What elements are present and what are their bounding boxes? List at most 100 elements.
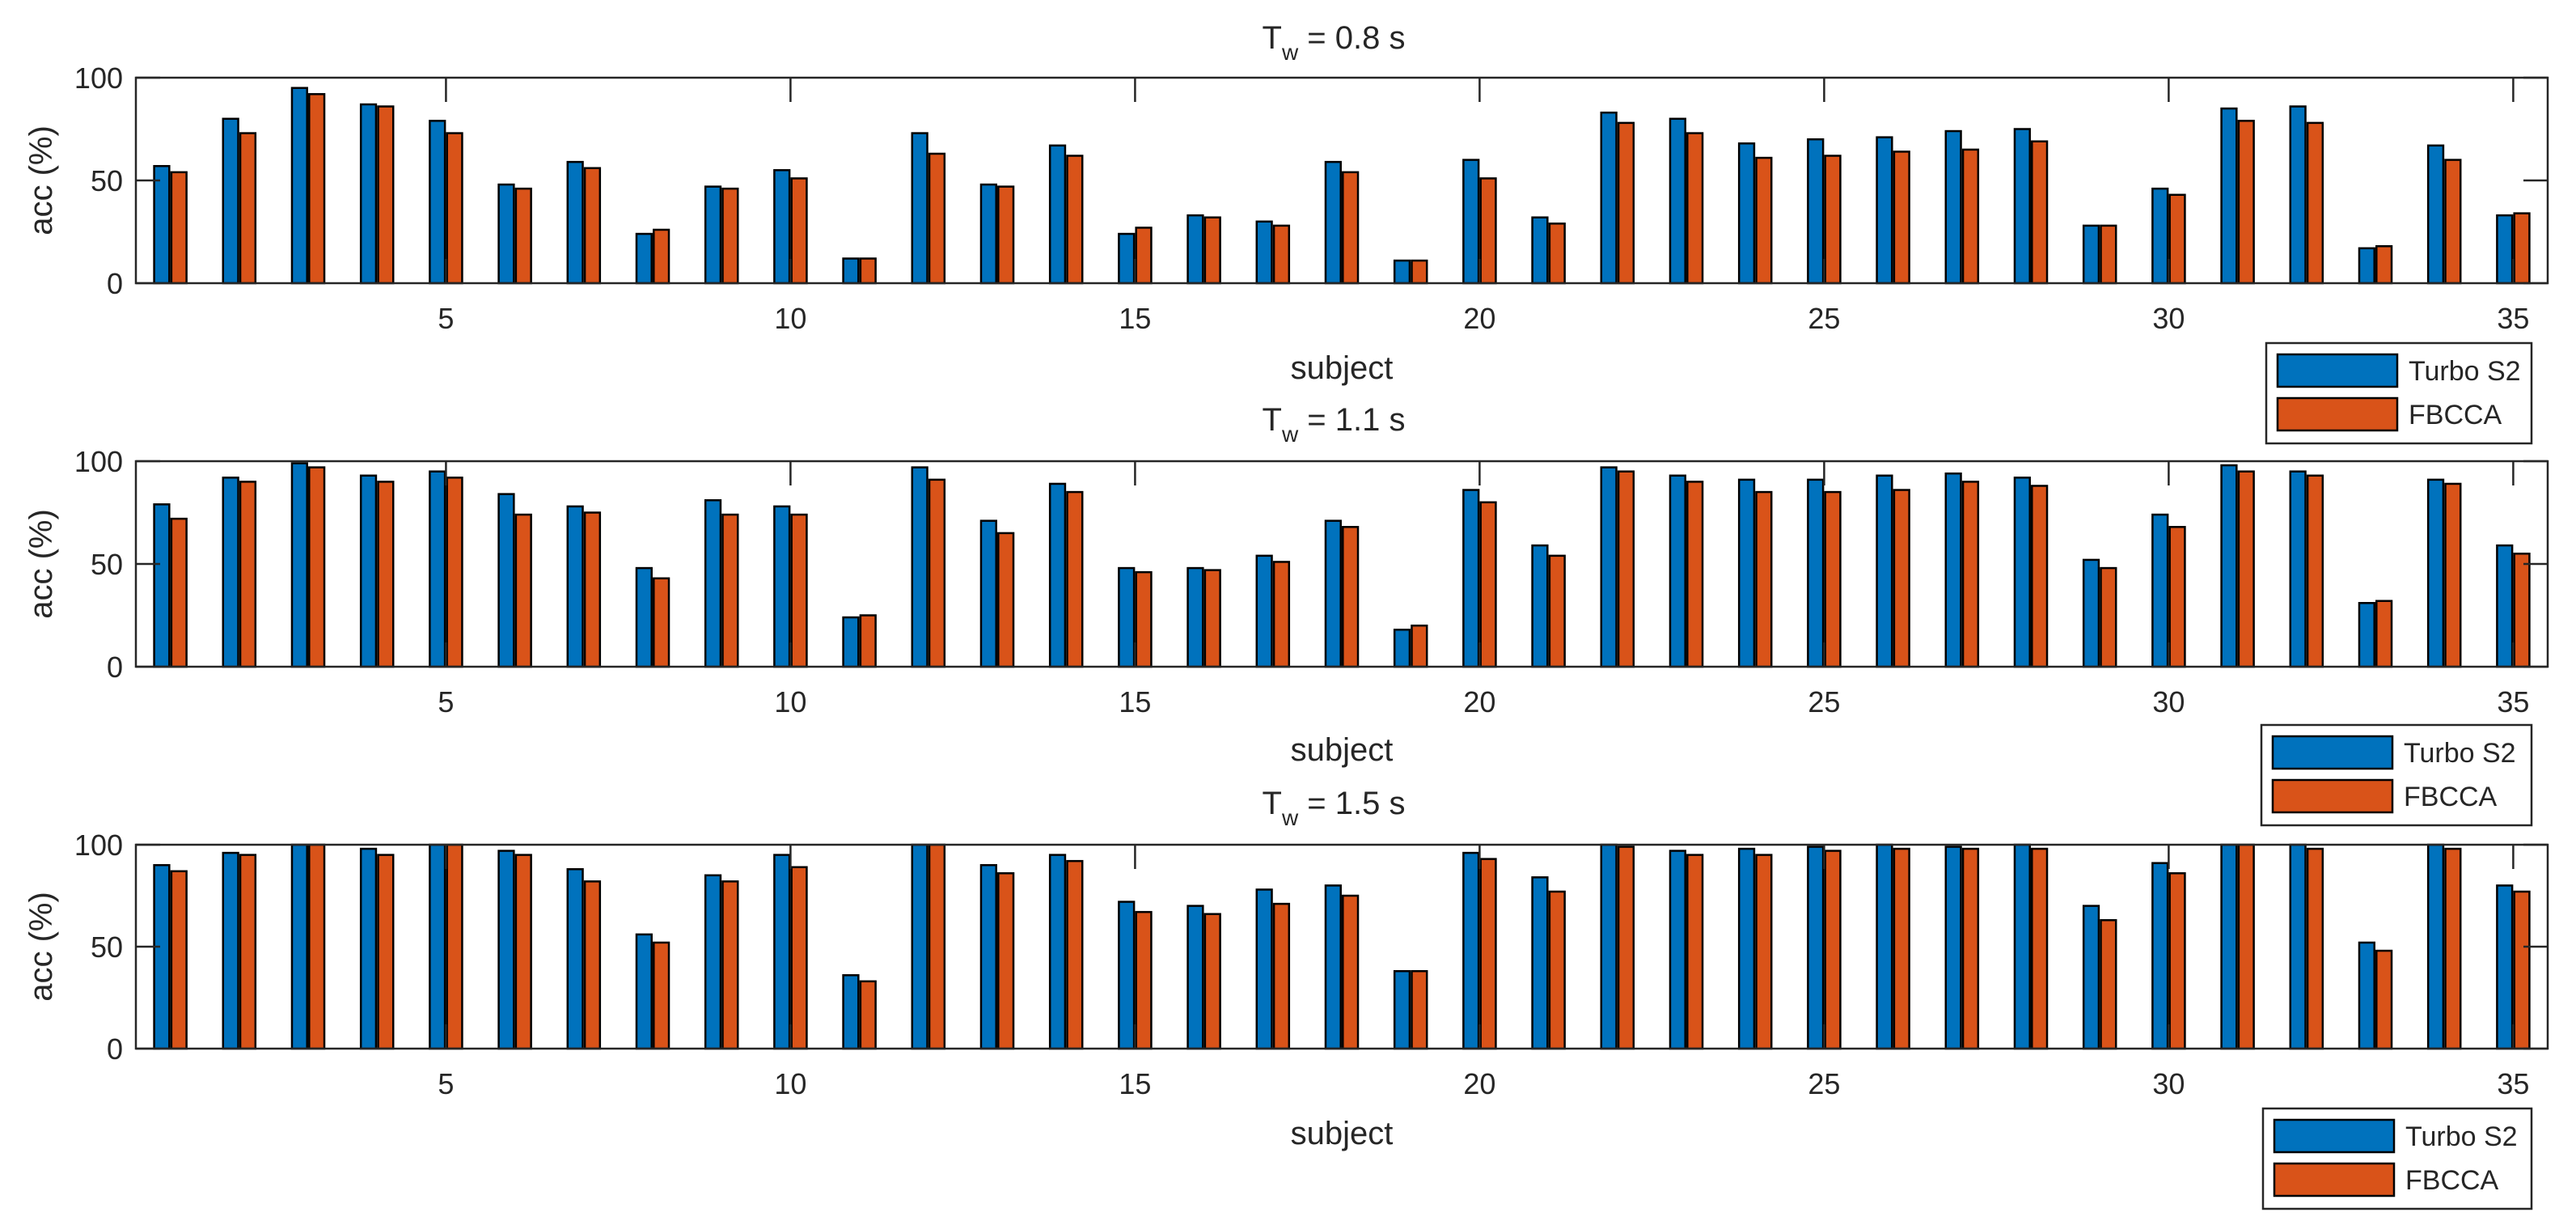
bar-fbcca-20 [1479, 501, 1497, 668]
bar-fbcca-10 [790, 513, 808, 668]
bar-fbcca-12 [928, 478, 946, 668]
bar-turbo-s2-23 [1669, 117, 1686, 285]
bar-fbcca-11 [859, 257, 877, 285]
bar-turbo-s2-6 [497, 850, 515, 1050]
bar-fbcca-28 [2031, 140, 2049, 285]
bar-turbo-s2-32 [2289, 843, 2307, 1050]
bar-turbo-s2-18 [1324, 884, 1342, 1050]
bar-fbcca-20 [1479, 177, 1497, 285]
legend-label: Turbo S2 [2409, 356, 2521, 387]
bar-fbcca-35 [2513, 212, 2531, 285]
bar-turbo-s2-14 [1048, 854, 1067, 1050]
bar-turbo-s2-26 [1876, 843, 1893, 1050]
chart-title: Tw = 1.5 s [1263, 786, 1406, 830]
bar-turbo-s2-29 [2082, 905, 2100, 1050]
legend-label: Turbo S2 [2405, 1121, 2518, 1152]
bar-turbo-s2-19 [1393, 969, 1411, 1050]
bar-turbo-s2-10 [773, 505, 791, 668]
bar-fbcca-30 [2168, 872, 2186, 1050]
bar-turbo-s2-30 [2151, 513, 2169, 668]
bar-fbcca-18 [1342, 171, 1360, 285]
x-tick-label: 10 [774, 302, 806, 335]
bar-turbo-s2-8 [635, 933, 653, 1050]
bar-turbo-s2-9 [704, 185, 722, 285]
bar-turbo-s2-16 [1186, 566, 1204, 668]
bar-turbo-s2-18 [1324, 160, 1342, 285]
y-tick-label: 50 [91, 164, 123, 197]
bar-turbo-s2-3 [290, 462, 308, 668]
y-axis-label: acc (%) [23, 125, 59, 235]
bar-turbo-s2-4 [359, 474, 378, 668]
bar-fbcca-5 [446, 477, 463, 668]
bar-turbo-s2-10 [773, 854, 791, 1050]
bar-fbcca-7 [583, 167, 602, 285]
bar-turbo-s2-12 [911, 132, 928, 285]
legend-swatch-fbcca [2276, 396, 2399, 432]
title-main: T [1263, 786, 1282, 821]
y-tick-label: 100 [74, 445, 123, 478]
x-tick-label: 20 [1463, 1067, 1495, 1100]
legend-swatch-turbo-s2 [2273, 1118, 2396, 1154]
bar-turbo-s2-31 [2220, 107, 2238, 285]
bar-turbo-s2-30 [2151, 862, 2169, 1050]
legend-label: FBCCA [2404, 782, 2498, 812]
bar-fbcca-18 [1342, 526, 1360, 668]
bar-fbcca-11 [859, 614, 877, 668]
bar-fbcca-28 [2031, 847, 2049, 1050]
x-tick-label: 25 [1808, 685, 1840, 718]
x-tick-label: 10 [774, 685, 806, 718]
bar-turbo-s2-15 [1118, 901, 1136, 1050]
bar-fbcca-32 [2306, 474, 2324, 668]
bar-turbo-s2-30 [2151, 187, 2169, 285]
bar-fbcca-21 [1548, 554, 1566, 668]
bar-turbo-s2-24 [1737, 478, 1756, 668]
bar-turbo-s2-1 [153, 503, 171, 668]
bar-turbo-s2-33 [2358, 602, 2375, 668]
bar-fbcca-34 [2444, 847, 2462, 1050]
legend: Turbo S2 FBCCA [2261, 1107, 2533, 1210]
axes-box [134, 76, 2549, 285]
axes-box [134, 843, 2549, 1050]
bar-turbo-s2-35 [2496, 544, 2514, 668]
title-rest: = 1.5 s [1298, 786, 1405, 821]
bar-fbcca-4 [377, 854, 395, 1050]
bar-fbcca-32 [2306, 847, 2324, 1050]
x-tick-label: 20 [1463, 685, 1495, 718]
bar-fbcca-33 [2375, 949, 2393, 1050]
bar-fbcca-8 [653, 228, 670, 285]
bar-turbo-s2-12 [911, 843, 928, 1050]
chart-title: Tw = 0.8 s [1263, 20, 1406, 65]
bar-turbo-s2-4 [359, 847, 378, 1050]
bar-fbcca-29 [2100, 918, 2117, 1050]
bar-fbcca-15 [1135, 570, 1153, 668]
legend-label: Turbo S2 [2404, 738, 2516, 769]
y-tick-label: 50 [91, 930, 123, 964]
x-tick-label: 30 [2152, 1067, 2185, 1100]
bar-turbo-s2-32 [2289, 470, 2307, 668]
bar-turbo-s2-7 [566, 867, 584, 1050]
y-tick-label: 0 [107, 267, 123, 300]
legend-label: FBCCA [2405, 1165, 2499, 1196]
y-tick-label: 50 [91, 548, 123, 581]
bar-turbo-s2-24 [1737, 847, 1756, 1050]
bar-turbo-s2-20 [1462, 851, 1480, 1050]
bar-fbcca-1 [170, 870, 188, 1050]
x-tick-label: 25 [1808, 302, 1840, 335]
x-axis-label: subject [1291, 732, 1394, 768]
bar-turbo-s2-3 [290, 87, 308, 285]
bar-turbo-s2-26 [1876, 474, 1893, 668]
chart-panel-1: 5 10 15 20 25 30 35 0 50 100 Tw = 0.8 s subject acc … [23, 20, 2549, 445]
bar-fbcca-25 [1824, 155, 1842, 285]
bar-fbcca-13 [997, 532, 1015, 668]
bar-fbcca-17 [1272, 561, 1291, 668]
bar-turbo-s2-9 [704, 874, 722, 1050]
bar-turbo-s2-31 [2220, 464, 2238, 668]
legend: Turbo S2 FBCCA [2265, 341, 2533, 445]
bar-fbcca-12 [928, 843, 946, 1050]
title-subscript: w [1281, 422, 1299, 447]
bar-turbo-s2-16 [1186, 214, 1204, 285]
bar-fbcca-2 [239, 132, 257, 285]
bar-turbo-s2-33 [2358, 247, 2375, 285]
bar-fbcca-16 [1203, 216, 1221, 285]
